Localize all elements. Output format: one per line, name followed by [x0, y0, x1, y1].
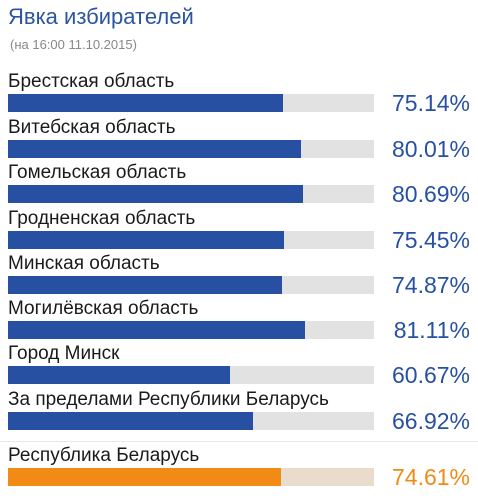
- region-row: Могилёвская область 81.11%: [0, 299, 478, 343]
- region-row: Город Минск 60.67%: [0, 344, 478, 388]
- turnout-value: 66.92%: [391, 408, 470, 434]
- turnout-value: 80.69%: [391, 181, 470, 207]
- turnout-bar: [8, 366, 231, 384]
- region-label: Гродненская область: [8, 208, 196, 229]
- turnout-value: 60.67%: [391, 362, 470, 388]
- bar-track: [8, 231, 374, 249]
- region-label: За пределами Республики Беларусь: [8, 389, 329, 410]
- total-value: 74.61%: [391, 464, 470, 490]
- bar-track: [8, 185, 374, 203]
- region-row: Брестская область 75.14%: [0, 72, 478, 116]
- turnout-value: 74.87%: [391, 272, 470, 298]
- turnout-value: 81.11%: [393, 317, 470, 343]
- region-label: Могилёвская область: [8, 298, 199, 319]
- turnout-bar: [8, 185, 304, 203]
- bar-track: [8, 321, 374, 339]
- region-row: За пределами Республики Беларусь 66.92%: [0, 390, 478, 434]
- bar-track: [8, 366, 374, 384]
- turnout-bar: [8, 94, 283, 112]
- bar-track: [8, 140, 374, 158]
- total-row: Республика Беларусь 74.61%: [0, 446, 478, 490]
- region-label: Брестская область: [8, 71, 175, 92]
- turnout-value: 75.14%: [391, 90, 470, 116]
- timestamp-subtitle: (на 16:00 11.10.2015): [10, 37, 137, 52]
- turnout-value: 80.01%: [391, 136, 470, 162]
- turnout-bar: [8, 231, 285, 249]
- region-label: Город Минск: [8, 343, 120, 364]
- region-row: Гомельская область 80.69%: [0, 163, 478, 207]
- region-label: Витебская область: [8, 117, 176, 138]
- total-label: Республика Беларусь: [8, 445, 200, 466]
- turnout-bar: [8, 140, 301, 158]
- bar-track: [8, 468, 374, 486]
- total-divider: [0, 441, 478, 442]
- page-title: Явка избирателей: [8, 4, 194, 29]
- total-bar: [8, 468, 282, 486]
- turnout-bar: [8, 321, 305, 339]
- bar-track: [8, 276, 374, 294]
- region-label: Гомельская область: [8, 162, 187, 183]
- region-row: Гродненская область 75.45%: [0, 209, 478, 253]
- turnout-bar: [8, 276, 283, 294]
- turnout-value: 75.45%: [391, 227, 470, 253]
- turnout-bar: [8, 412, 253, 430]
- region-row: Минская область 74.87%: [0, 254, 478, 298]
- region-label: Минская область: [8, 253, 160, 274]
- region-row: Витебская область 80.01%: [0, 118, 478, 162]
- bar-track: [8, 412, 374, 430]
- bar-track: [8, 94, 374, 112]
